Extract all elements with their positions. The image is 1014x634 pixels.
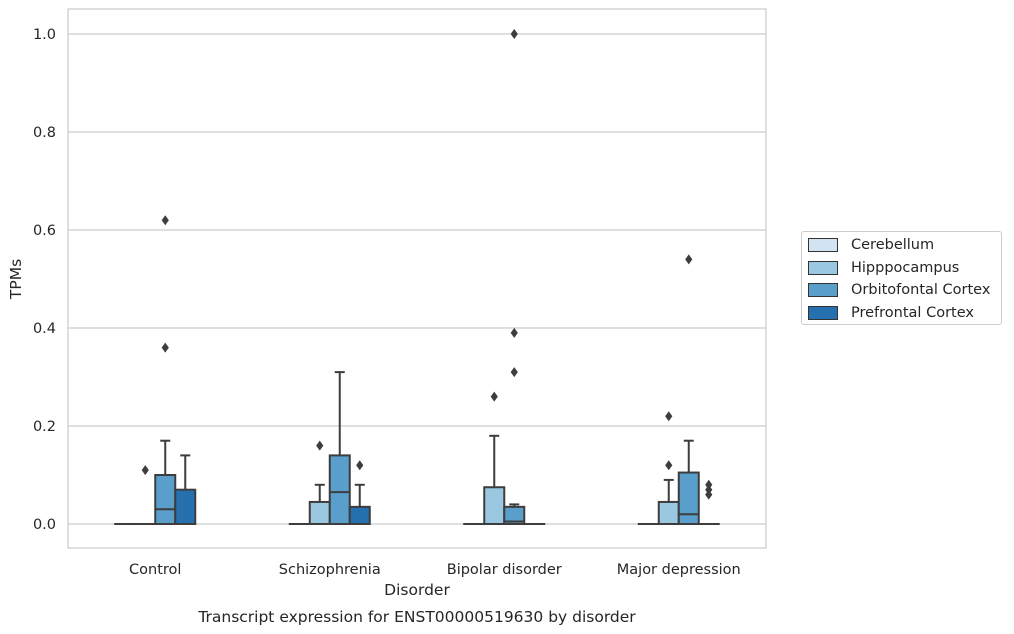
box-body	[174, 488, 197, 526]
y-axis-label: TPMs	[7, 259, 25, 300]
box-body	[483, 486, 506, 525]
outlier-point	[510, 327, 518, 338]
outlier-point	[356, 460, 364, 471]
legend-swatch	[808, 260, 838, 275]
legend-item: Orbitofontal Cortex	[808, 281, 990, 299]
box-body	[154, 474, 177, 525]
x-tick-label: Major depression	[617, 562, 741, 578]
x-tick-label: Bipolar disorder	[447, 562, 562, 578]
box-orbitofontal-cortex	[328, 371, 351, 525]
legend-label: Cerebellum	[851, 237, 935, 253]
box-orbitofontal-cortex	[677, 254, 700, 525]
box-series	[114, 29, 720, 526]
legend-label: Orbitofontal Cortex	[851, 282, 991, 298]
y-tick-label: 0.8	[33, 125, 56, 141]
legend-label: Prefrontal Cortex	[851, 304, 974, 321]
box-hipppocampus	[483, 391, 506, 525]
outlier-point	[705, 479, 713, 490]
figure-caption: Transcript expression for ENST0000051963…	[197, 608, 636, 626]
outlier-point	[490, 391, 498, 402]
box-body	[503, 505, 526, 526]
outlier-point	[665, 411, 673, 422]
plot-frame	[67, 8, 767, 549]
outlier-point	[316, 440, 324, 451]
y-tick-label: 0.2	[33, 419, 56, 435]
outlier-point	[510, 367, 518, 378]
legend-swatch	[808, 283, 838, 297]
y-tick-label: 0.4	[33, 321, 56, 337]
outlier-point	[510, 29, 518, 39]
outlier-point	[665, 460, 673, 471]
box-body	[677, 471, 700, 525]
box-body	[328, 454, 351, 525]
legend-swatch	[808, 238, 838, 252]
box-orbitofontal-cortex	[154, 215, 177, 525]
x-tick-label: Control	[129, 562, 181, 578]
outlier-point	[141, 465, 149, 476]
legend-label: Hipppocampus	[851, 259, 960, 276]
legend-item: Hipppocampus	[808, 259, 959, 277]
box-hipppocampus	[657, 411, 680, 526]
legend: Cerebellum Hipppocampus Orbitofontal Corte…	[801, 231, 1002, 325]
y-tick-label: 1.0	[33, 27, 56, 43]
legend-item: Prefrontal Cortex	[808, 304, 974, 322]
box-prefrontal-cortex	[697, 479, 720, 526]
legend-swatch	[808, 305, 838, 320]
box-prefrontal-cortex	[174, 454, 197, 526]
outlier-point	[161, 342, 169, 353]
y-tick-label: 0.6	[33, 223, 56, 239]
legend-item: Cerebellum	[808, 236, 934, 254]
box-hipppocampus	[308, 440, 331, 526]
plot-background	[68, 9, 766, 548]
box-orbitofontal-cortex	[503, 29, 526, 526]
outlier-point	[685, 254, 693, 265]
box-body	[348, 505, 371, 526]
box-prefrontal-cortex	[348, 460, 371, 526]
y-tick-label: 0.0	[33, 517, 56, 533]
x-tick-labels: Control Schizophrenia Bipolar disorder Majo…	[129, 562, 741, 578]
y-tick-labels: 0.0 0.2 0.4 0.6 0.8 1.0	[33, 27, 56, 533]
box-body	[308, 500, 331, 526]
outlier-point	[161, 215, 169, 226]
x-axis-label: Disorder	[384, 581, 450, 599]
x-tick-label: Schizophrenia	[279, 562, 381, 578]
box-body	[657, 500, 680, 526]
